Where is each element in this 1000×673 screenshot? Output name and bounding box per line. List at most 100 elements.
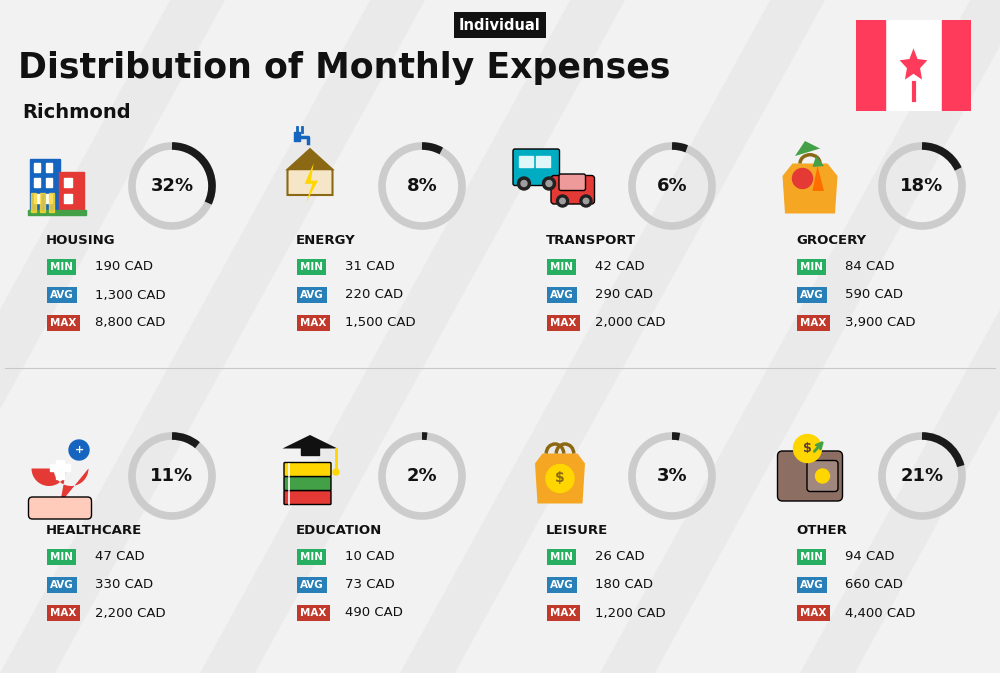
Text: 190 CAD: 190 CAD [95, 260, 153, 273]
Text: MAX: MAX [550, 318, 576, 328]
Bar [294, 132, 300, 141]
Text: 2,000 CAD: 2,000 CAD [595, 316, 666, 330]
Text: MIN: MIN [550, 262, 573, 272]
Text: AVG: AVG [300, 580, 324, 590]
Bar [46, 163, 52, 172]
Circle shape [793, 168, 813, 188]
Text: MAX: MAX [300, 608, 326, 618]
Bar [942, 20, 971, 111]
Bar [31, 193, 36, 213]
Text: 8,800 CAD: 8,800 CAD [95, 316, 165, 330]
Circle shape [580, 195, 592, 207]
Text: 1,200 CAD: 1,200 CAD [595, 606, 666, 620]
Text: MAX: MAX [800, 318, 826, 328]
Bar [50, 464, 70, 471]
Text: 18%: 18% [900, 177, 944, 195]
Text: 32%: 32% [150, 177, 194, 195]
Circle shape [794, 435, 822, 462]
FancyBboxPatch shape [778, 451, 843, 501]
Text: 42 CAD: 42 CAD [595, 260, 645, 273]
Circle shape [521, 180, 527, 186]
Text: 11%: 11% [150, 467, 194, 485]
Text: 94 CAD: 94 CAD [845, 551, 895, 563]
Circle shape [542, 177, 556, 190]
Text: AVG: AVG [800, 580, 824, 590]
Text: MIN: MIN [300, 552, 323, 562]
Bar [301, 447, 319, 455]
Polygon shape [900, 48, 927, 79]
Text: MIN: MIN [800, 262, 823, 272]
Text: MIN: MIN [50, 262, 73, 272]
Text: 660 CAD: 660 CAD [845, 579, 903, 592]
FancyBboxPatch shape [28, 497, 92, 519]
Text: 6%: 6% [657, 177, 687, 195]
Text: 4,400 CAD: 4,400 CAD [845, 606, 915, 620]
FancyBboxPatch shape [559, 174, 586, 190]
Text: $: $ [555, 472, 565, 485]
Polygon shape [535, 454, 585, 503]
Circle shape [560, 199, 565, 204]
Polygon shape [305, 164, 318, 202]
Text: MIN: MIN [300, 262, 323, 272]
Polygon shape [200, 0, 625, 673]
Bar [46, 194, 52, 203]
Circle shape [69, 440, 89, 460]
Text: MIN: MIN [50, 552, 73, 562]
Polygon shape [32, 468, 88, 503]
FancyBboxPatch shape [284, 491, 331, 505]
Polygon shape [813, 166, 824, 191]
Circle shape [816, 469, 830, 483]
Text: 3,900 CAD: 3,900 CAD [845, 316, 916, 330]
Polygon shape [783, 164, 838, 213]
Text: HEALTHCARE: HEALTHCARE [46, 524, 142, 536]
Bar [30, 159, 60, 213]
Text: EDUCATION: EDUCATION [296, 524, 382, 536]
Text: MAX: MAX [800, 608, 826, 618]
FancyBboxPatch shape [807, 460, 838, 491]
Text: 47 CAD: 47 CAD [95, 551, 145, 563]
Text: 2%: 2% [407, 467, 437, 485]
Text: 220 CAD: 220 CAD [345, 289, 403, 302]
Bar [40, 193, 45, 213]
Text: MAX: MAX [50, 318, 76, 328]
Text: AVG: AVG [50, 290, 74, 300]
FancyBboxPatch shape [284, 476, 331, 491]
Text: AVG: AVG [800, 290, 824, 300]
Text: 490 CAD: 490 CAD [345, 606, 403, 620]
Text: AVG: AVG [550, 290, 574, 300]
Circle shape [556, 195, 568, 207]
Circle shape [517, 177, 530, 190]
Text: 10 CAD: 10 CAD [345, 551, 395, 563]
Text: 3%: 3% [657, 467, 687, 485]
Polygon shape [813, 156, 824, 167]
Text: 31 CAD: 31 CAD [345, 260, 395, 273]
Bar [519, 156, 533, 167]
Text: AVG: AVG [50, 580, 74, 590]
Bar [64, 178, 72, 187]
Bar [28, 210, 86, 215]
Polygon shape [800, 0, 1000, 673]
Text: Individual: Individual [459, 17, 541, 32]
Text: 1,500 CAD: 1,500 CAD [345, 316, 416, 330]
Text: 73 CAD: 73 CAD [345, 579, 395, 592]
Polygon shape [283, 435, 338, 448]
Bar [856, 20, 885, 111]
Bar [34, 178, 40, 187]
Text: MAX: MAX [50, 608, 76, 618]
Text: TRANSPORT: TRANSPORT [546, 234, 636, 246]
Polygon shape [285, 148, 335, 170]
Polygon shape [288, 152, 332, 195]
Polygon shape [600, 0, 1000, 673]
Text: MIN: MIN [800, 552, 823, 562]
Bar [64, 194, 72, 203]
FancyBboxPatch shape [551, 176, 594, 204]
Text: HOUSING: HOUSING [46, 234, 116, 246]
Text: 2,200 CAD: 2,200 CAD [95, 606, 166, 620]
Bar [536, 156, 550, 167]
Text: 26 CAD: 26 CAD [595, 551, 645, 563]
Text: 21%: 21% [900, 467, 944, 485]
Text: AVG: AVG [300, 290, 324, 300]
Text: 1,300 CAD: 1,300 CAD [95, 289, 166, 302]
Polygon shape [0, 0, 225, 673]
Text: AVG: AVG [550, 580, 574, 590]
